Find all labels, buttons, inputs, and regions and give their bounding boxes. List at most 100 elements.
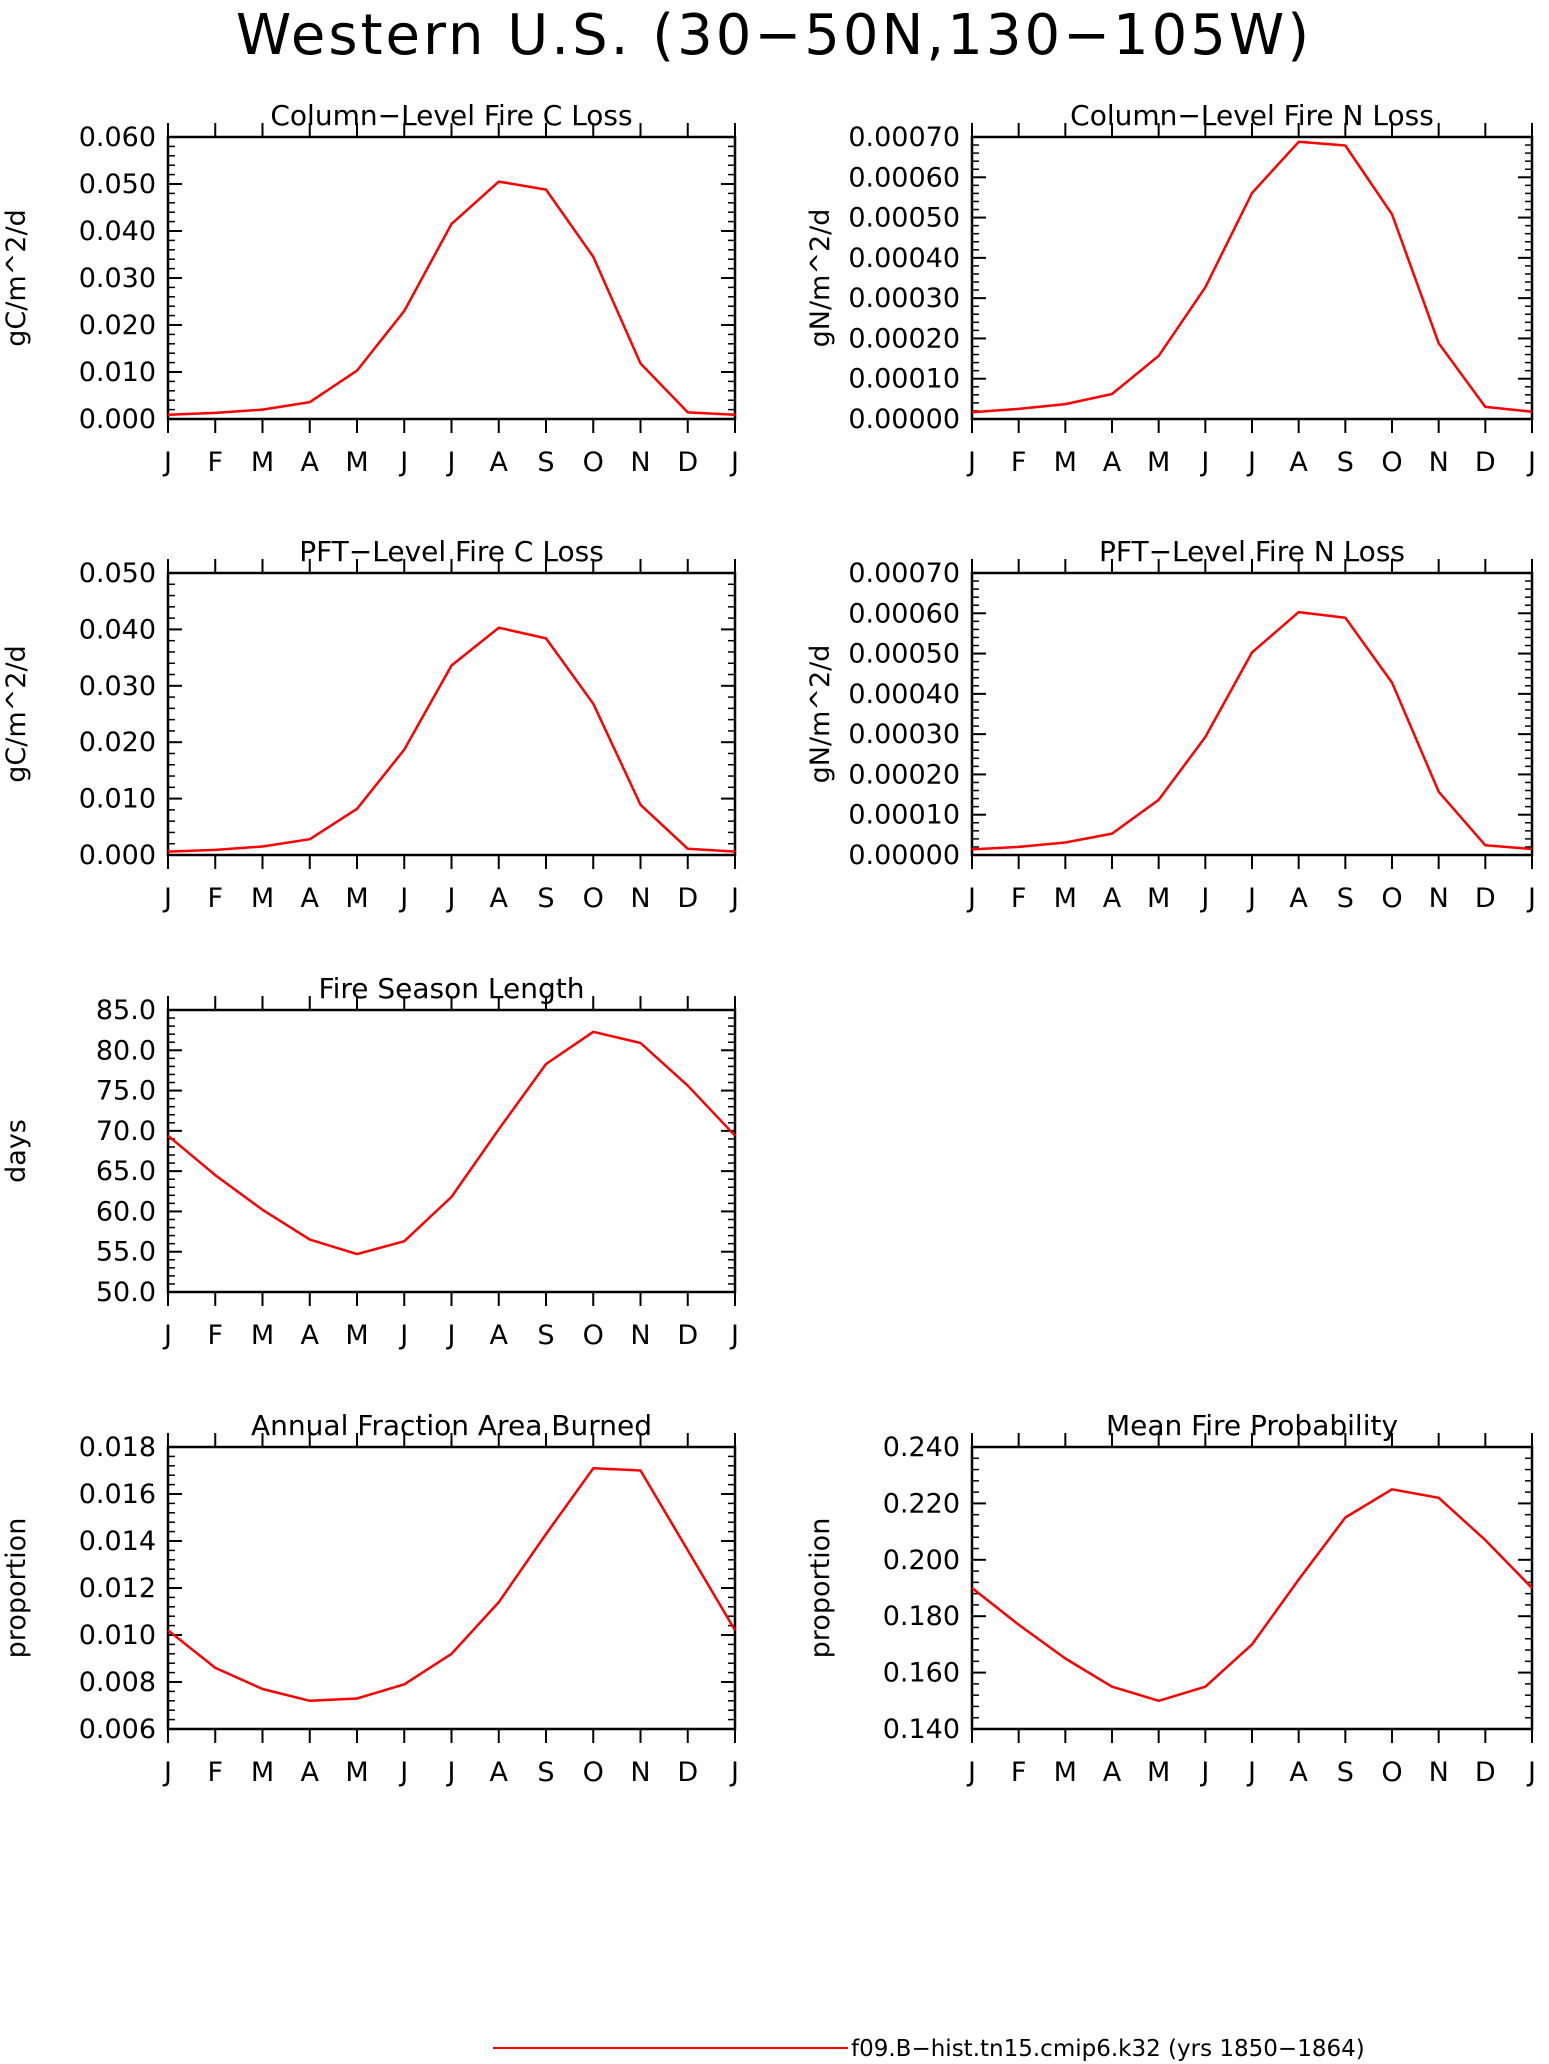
x-tick-label: J xyxy=(398,1757,408,1788)
x-tick-label: J xyxy=(966,447,976,478)
x-tick-label: M xyxy=(345,883,368,914)
x-tick-label: A xyxy=(490,447,509,478)
x-tick-label: J xyxy=(729,883,739,914)
chart-panel-1: Column−Level Fire C LossgC/m^2/d0.0000.0… xyxy=(1,99,739,478)
y-axis-label: days xyxy=(1,1119,32,1183)
x-tick-label: S xyxy=(1337,1757,1354,1788)
x-tick-label: F xyxy=(1011,883,1027,914)
x-tick-label: J xyxy=(1246,1757,1256,1788)
y-tick-label: 0.00020 xyxy=(848,323,960,354)
legend-label: f09.B−hist.tn15.cmip6.k32 (yrs 1850−1864… xyxy=(851,2036,1365,2062)
x-tick-label: M xyxy=(1147,447,1170,478)
y-tick-label: 0.00060 xyxy=(848,162,960,193)
x-tick-label: J xyxy=(398,1320,408,1351)
y-tick-label: 0.030 xyxy=(79,671,156,702)
y-tick-label: 55.0 xyxy=(96,1237,156,1268)
x-tick-label: D xyxy=(677,1757,698,1788)
x-tick-label: D xyxy=(1475,447,1496,478)
y-tick-label: 0.020 xyxy=(79,727,156,758)
x-tick-label: M xyxy=(345,1320,368,1351)
y-tick-label: 85.0 xyxy=(96,995,156,1026)
x-tick-label: O xyxy=(583,447,604,478)
y-tick-label: 0.050 xyxy=(79,169,156,200)
y-tick-label: 65.0 xyxy=(96,1156,156,1187)
x-tick-label: A xyxy=(1289,1757,1308,1788)
x-tick-label: M xyxy=(1147,883,1170,914)
x-tick-label: J xyxy=(729,1320,739,1351)
x-tick-label: S xyxy=(1337,447,1354,478)
series-line-1 xyxy=(971,140,1533,414)
x-tick-label: A xyxy=(1103,447,1122,478)
x-tick-label: A xyxy=(490,1320,509,1351)
x-tick-label: O xyxy=(1381,883,1402,914)
x-tick-label: J xyxy=(966,883,976,914)
plot-frame xyxy=(970,1445,1534,1731)
x-tick-label: M xyxy=(345,447,368,478)
y-axis-label: proportion xyxy=(1,1518,32,1659)
x-tick-label: N xyxy=(630,1320,650,1351)
x-tick-label: A xyxy=(1289,883,1308,914)
x-tick-label: F xyxy=(207,1757,223,1788)
y-axis-label: gN/m^2/d xyxy=(805,645,836,784)
chart-panel-5: Fire Season Lengthdays50.055.060.065.070… xyxy=(1,972,739,1351)
x-tick-label: M xyxy=(345,1757,368,1788)
y-tick-label: 0.010 xyxy=(79,784,156,815)
legend: f09.B−hist.tn15.cmip6.k32 (yrs 1850−1864… xyxy=(493,2036,1365,2062)
x-tick-label: A xyxy=(1103,883,1122,914)
x-tick-label: F xyxy=(207,447,223,478)
plot-frame xyxy=(970,135,1534,421)
y-tick-label: 0.006 xyxy=(79,1714,156,1745)
x-tick-label: D xyxy=(677,1320,698,1351)
y-tick-label: 0.220 xyxy=(883,1488,960,1519)
x-tick-label: D xyxy=(1475,883,1496,914)
y-tick-label: 75.0 xyxy=(96,1076,156,1107)
y-tick-label: 0.00030 xyxy=(848,283,960,314)
x-tick-label: J xyxy=(398,447,408,478)
series-line-1 xyxy=(971,1488,1533,1703)
x-tick-label: S xyxy=(537,1757,554,1788)
x-tick-label: S xyxy=(537,1320,554,1351)
x-tick-label: F xyxy=(1011,1757,1027,1788)
x-tick-label: J xyxy=(966,1757,976,1788)
figure-title: Western U.S. (30−50N,130−105W) xyxy=(236,3,1312,68)
x-tick-label: M xyxy=(251,1320,274,1351)
x-tick-label: J xyxy=(162,1757,172,1788)
y-tick-label: 70.0 xyxy=(96,1116,156,1147)
y-tick-label: 0.160 xyxy=(883,1658,960,1689)
y-tick-label: 60.0 xyxy=(96,1196,156,1227)
y-tick-label: 0.000 xyxy=(79,404,156,435)
x-tick-label: M xyxy=(1147,1757,1170,1788)
y-tick-label: 0.00010 xyxy=(848,800,960,831)
plot-frame xyxy=(970,571,1534,857)
y-tick-label: 0.00040 xyxy=(848,679,960,710)
x-tick-label: N xyxy=(630,883,650,914)
chart-panel-7: Mean Fire Probabilityproportion0.1400.16… xyxy=(805,1409,1536,1788)
x-tick-label: S xyxy=(1337,883,1354,914)
x-tick-label: J xyxy=(162,883,172,914)
series-line-1 xyxy=(167,1466,737,1703)
y-tick-label: 0.050 xyxy=(79,558,156,589)
x-tick-label: D xyxy=(677,883,698,914)
chart-panel-4: PFT−Level Fire N LossgN/m^2/d0.000000.00… xyxy=(805,535,1536,914)
y-tick-label: 0.00070 xyxy=(848,122,960,153)
y-tick-label: 0.008 xyxy=(79,1667,156,1698)
panels: Column−Level Fire C LossgC/m^2/d0.0000.0… xyxy=(1,99,1536,1788)
x-tick-label: M xyxy=(251,1757,274,1788)
y-axis-label: gN/m^2/d xyxy=(805,209,836,348)
y-tick-label: 0.00030 xyxy=(848,719,960,750)
x-tick-label: J xyxy=(162,1320,172,1351)
y-tick-label: 0.00000 xyxy=(848,404,960,435)
x-tick-label: J xyxy=(1199,447,1209,478)
series-line-1 xyxy=(167,626,736,853)
x-tick-label: M xyxy=(1054,883,1077,914)
y-tick-label: 0.00040 xyxy=(848,243,960,274)
x-tick-label: F xyxy=(207,1320,223,1351)
x-tick-label: O xyxy=(583,1757,604,1788)
x-tick-label: M xyxy=(1054,1757,1077,1788)
y-tick-label: 0.000 xyxy=(79,840,156,871)
chart-panel-2: Column−Level Fire N LossgN/m^2/d0.000000… xyxy=(805,99,1536,478)
x-tick-label: J xyxy=(446,1757,456,1788)
y-tick-label: 50.0 xyxy=(96,1277,156,1308)
y-tick-label: 0.010 xyxy=(79,1620,156,1651)
